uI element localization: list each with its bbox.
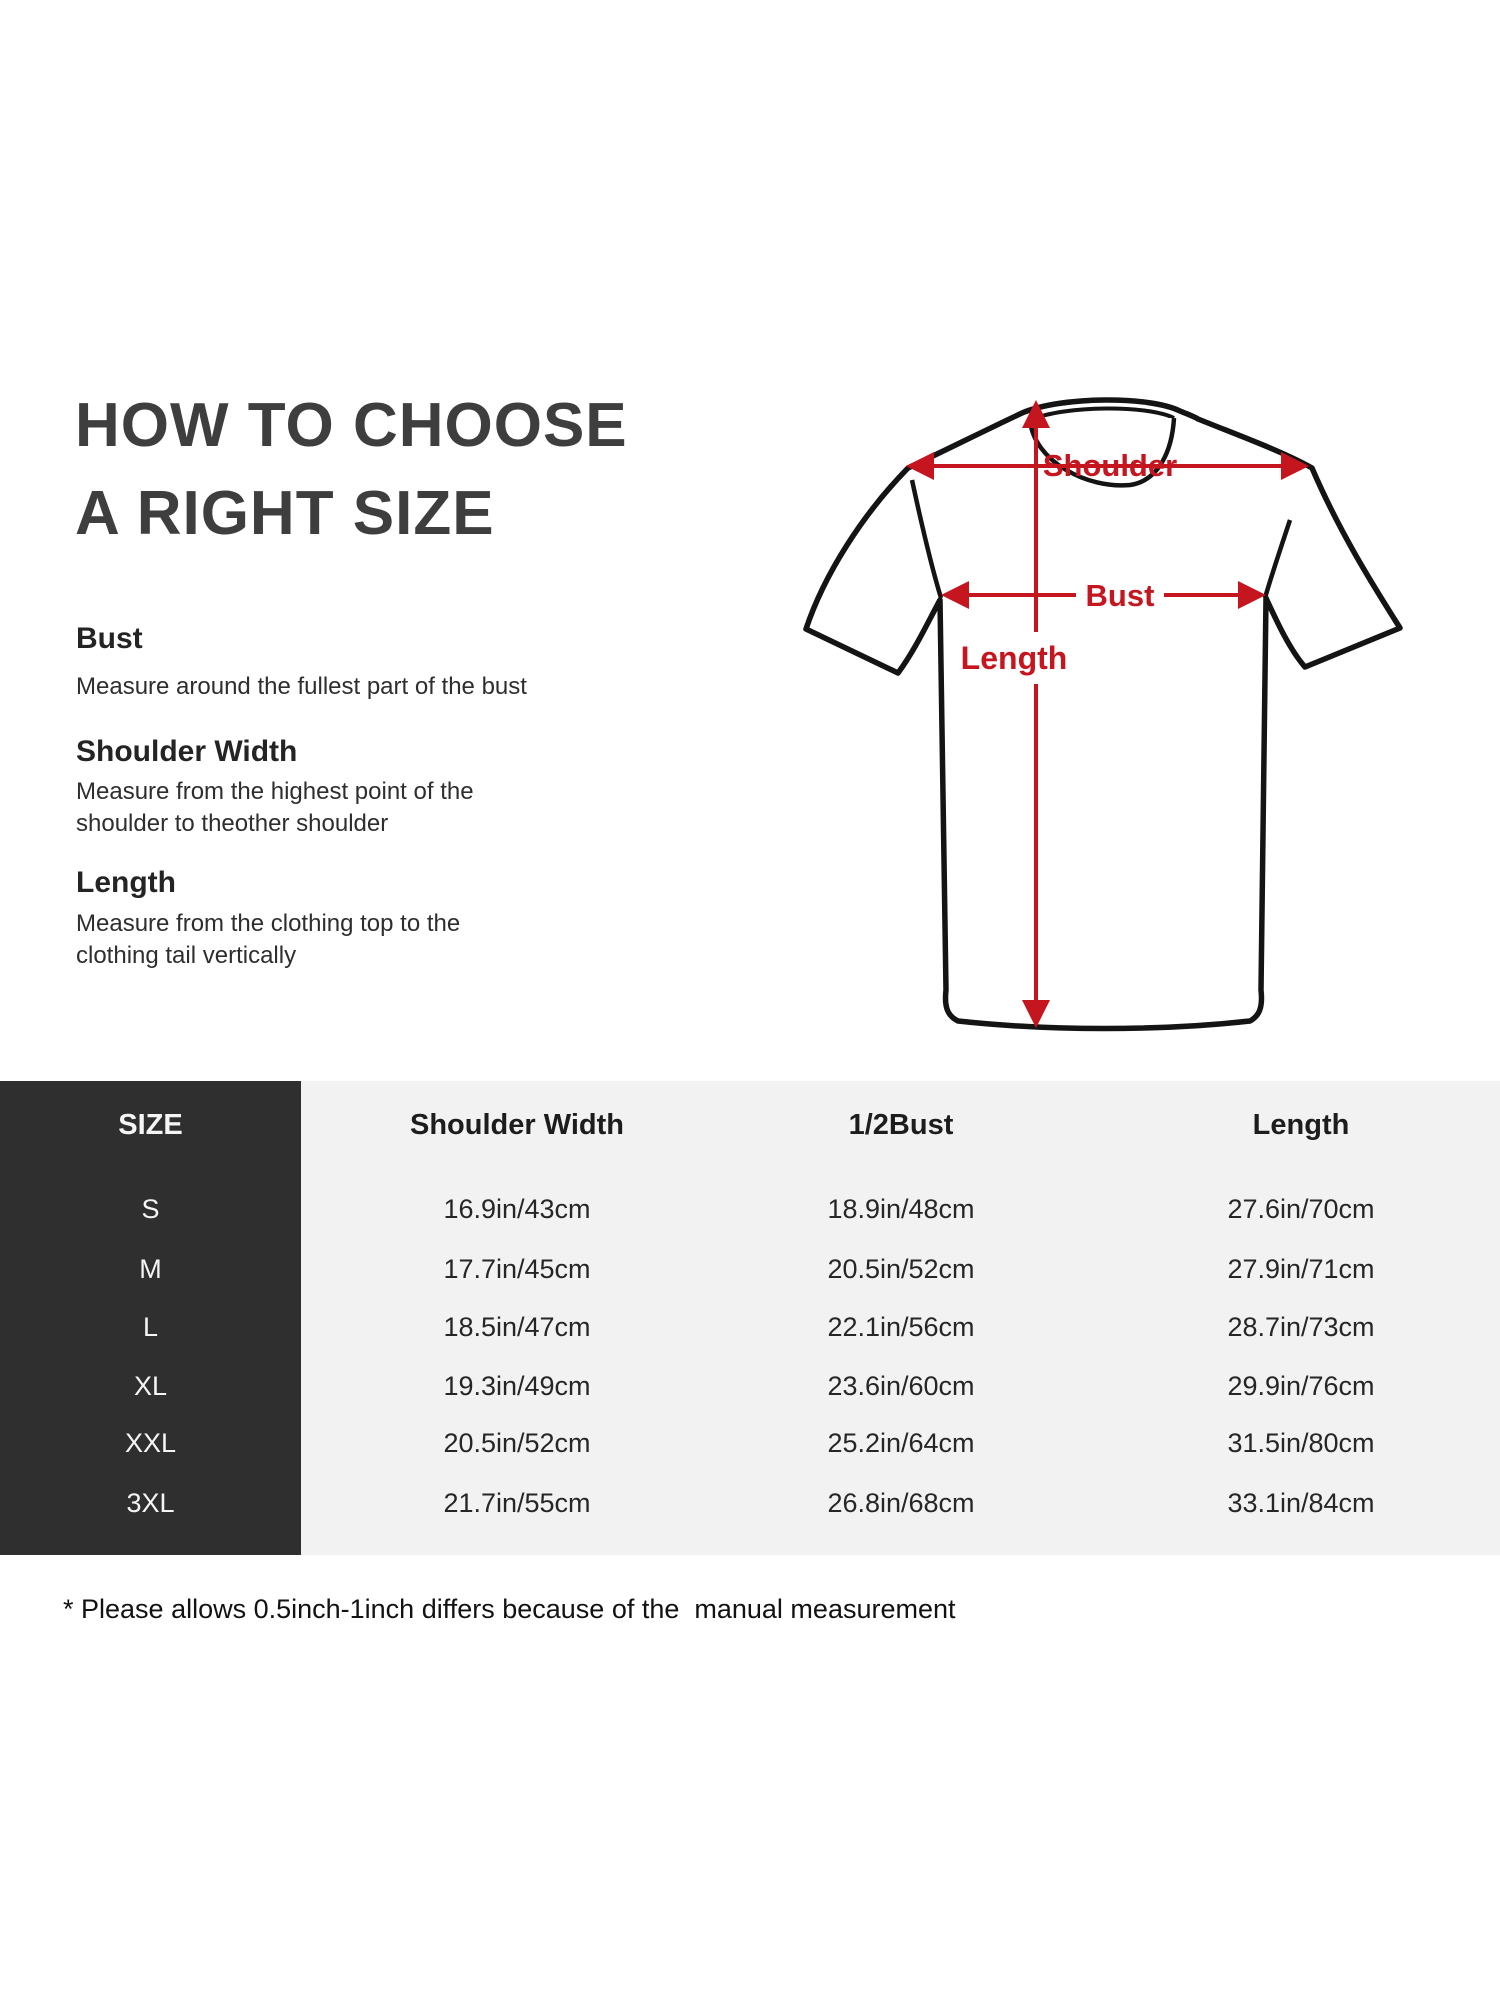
size-column-background [0,1081,301,1555]
table-row-m: M 17.7in/45cm 20.5in/52cm 27.9in/71cm [0,1249,1500,1289]
cell-shoulder: 21.7in/55cm [443,1488,591,1518]
cell-size: XXL [124,1428,177,1458]
cell-shoulder: 20.5in/52cm [443,1428,591,1458]
bust-section-text: Measure around the fullest part of the b… [76,673,527,700]
cell-shoulder: 16.9in/43cm [443,1194,591,1224]
header-size: SIZE [118,1109,183,1141]
table-row-3xl: 3XL 21.7in/55cm 26.8in/68cm 33.1in/84cm [0,1483,1500,1523]
size-table-header-row: SIZE Shoulder Width 1/2Bust Length [0,1105,1500,1145]
shoulder-arrow-label: Shoulder [1043,448,1177,483]
tshirt-measurement-diagram: Shoulder Bust Length [803,397,1403,1032]
cell-bust: 26.8in/68cm [827,1488,975,1518]
header-shoulder: Shoulder Width [410,1109,624,1141]
shoulder-section-text: Measure from the highest point of the sh… [76,778,474,837]
cell-shoulder: 17.7in/45cm [443,1254,591,1284]
header-bust: 1/2Bust [848,1109,954,1141]
cell-size: M [139,1254,162,1284]
collar-band [1029,406,1175,422]
cell-shoulder: 18.5in/47cm [443,1312,591,1342]
table-row-xl: XL 19.3in/49cm 23.6in/60cm 29.9in/76cm [0,1366,1500,1406]
page-title: HOW TO CHOOSE A RIGHT SIZE [75,382,628,558]
length-section-title: Length [76,866,176,899]
cell-length: 29.9in/76cm [1227,1371,1375,1401]
left-armhole-seam [909,479,944,599]
cell-bust: 23.6in/60cm [827,1371,975,1401]
bust-arrowhead-right [1238,581,1266,609]
page-title-line2: A RIGHT SIZE [75,479,495,548]
cell-bust: 22.1in/56cm [827,1312,975,1342]
cell-length: 31.5in/80cm [1227,1428,1375,1458]
length-section-text: Measure from the clothing top to the clo… [76,910,461,969]
cell-shoulder: 19.3in/49cm [443,1371,591,1401]
cell-length: 33.1in/84cm [1227,1488,1375,1518]
length-arrowhead-bottom [1022,1000,1050,1028]
measurement-disclaimer: * Please allows 0.5inch-1inch differs be… [63,1594,956,1624]
length-arrow-label: Length [961,640,1068,676]
cell-bust: 25.2in/64cm [827,1428,975,1458]
header-length: Length [1252,1109,1350,1141]
cell-size: L [142,1312,159,1342]
page-title-line1: HOW TO CHOOSE [75,391,628,460]
cell-size: XL [133,1371,168,1401]
table-row-l: L 18.5in/47cm 22.1in/56cm 28.7in/73cm [0,1307,1500,1347]
bust-section-title: Bust [76,622,143,655]
right-armhole-seam [1262,519,1293,599]
length-arrowhead-top [1022,400,1050,428]
collar-opening [1027,417,1177,488]
bust-arrowhead-left [941,581,969,609]
cell-bust: 18.9in/48cm [827,1194,975,1224]
shoulder-arrowhead-left [906,452,934,480]
cell-length: 27.6in/70cm [1227,1194,1375,1224]
table-row-s: S 16.9in/43cm 18.9in/48cm 27.6in/70cm [0,1189,1500,1229]
cell-size: 3XL [126,1488,175,1518]
cell-length: 28.7in/73cm [1227,1312,1375,1342]
cell-bust: 20.5in/52cm [827,1254,975,1284]
shoulder-arrowhead-right [1281,452,1309,480]
bust-arrow-label: Bust [1086,578,1155,613]
table-row-xxl: XXL 20.5in/52cm 25.2in/64cm 31.5in/80cm [0,1423,1500,1463]
shoulder-section-title: Shoulder Width [76,735,298,768]
tshirt-outline [803,397,1403,1032]
cell-size: S [141,1194,160,1224]
cell-length: 27.9in/71cm [1227,1254,1375,1284]
